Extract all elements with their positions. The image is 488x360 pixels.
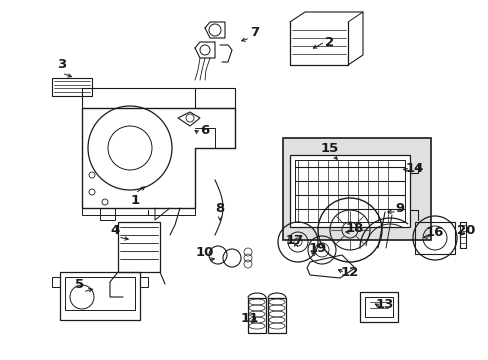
Bar [289, 155, 409, 227]
Text: 14: 14 [405, 162, 423, 175]
Bar [52, 277, 60, 287]
Text: 13: 13 [375, 298, 393, 311]
Bar [60, 272, 140, 320]
Text: 12: 12 [340, 266, 358, 279]
Text: 18: 18 [345, 221, 364, 234]
Bar [294, 160, 404, 222]
Text: 9: 9 [395, 202, 404, 215]
Text: 16: 16 [425, 225, 443, 238]
Bar [52, 78, 92, 96]
Text: 19: 19 [308, 242, 326, 255]
Bar [140, 277, 148, 287]
Bar [364, 297, 392, 317]
Bar [283, 138, 430, 240]
Bar [267, 298, 285, 333]
Text: 17: 17 [285, 234, 304, 247]
Text: 15: 15 [320, 141, 339, 154]
Text: 6: 6 [200, 123, 209, 136]
Text: 8: 8 [215, 202, 224, 215]
Text: 7: 7 [250, 26, 259, 39]
Text: 3: 3 [57, 58, 66, 72]
Bar [247, 298, 265, 333]
Text: 10: 10 [195, 246, 214, 258]
Text: 4: 4 [110, 224, 120, 237]
Text: 1: 1 [130, 194, 139, 207]
Text: 5: 5 [75, 279, 84, 292]
Bar [65, 277, 135, 310]
Bar [359, 292, 397, 322]
Text: 11: 11 [241, 311, 259, 324]
Bar [414, 222, 454, 254]
Bar [118, 222, 160, 272]
Text: 2: 2 [325, 36, 334, 49]
Text: 20: 20 [456, 224, 474, 237]
